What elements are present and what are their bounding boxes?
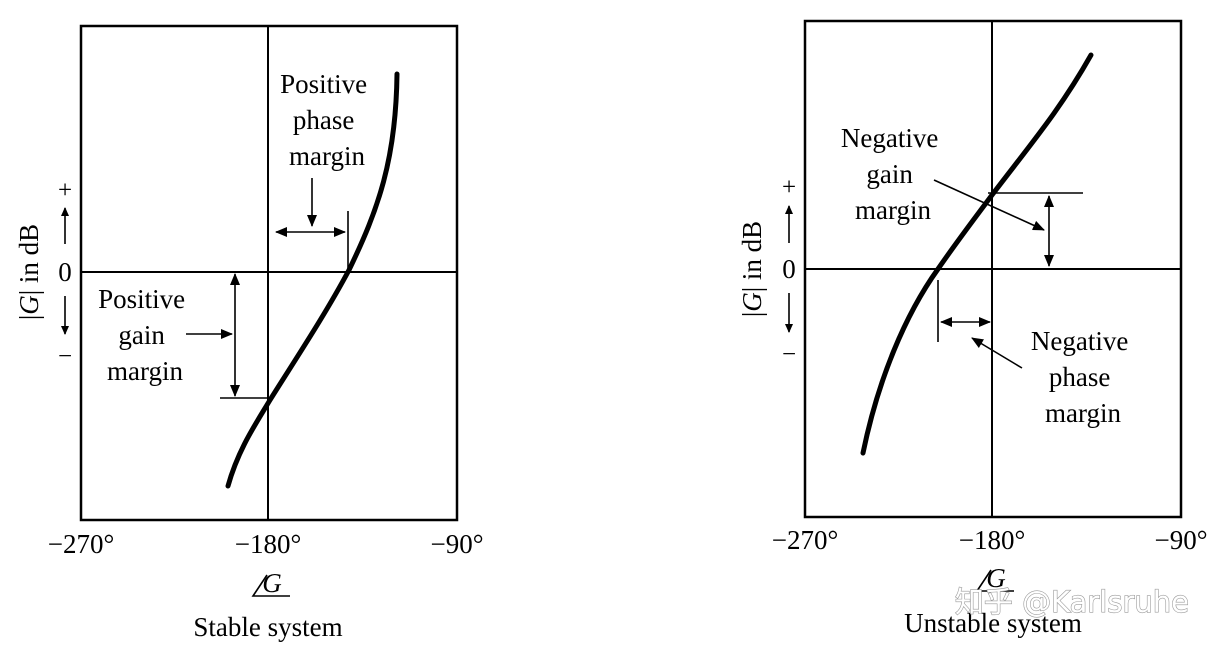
watermark: 知乎 @Karlsruhe — [955, 585, 1189, 619]
panel-caption: Unstable system — [904, 608, 1082, 638]
phase-margin-label: Positive phase margin — [280, 69, 374, 171]
y-zero-label: 0 — [58, 257, 72, 287]
stable-panel: Positive phase margin Positive gain marg… — [14, 24, 484, 642]
nichols-curve — [225, 71, 400, 489]
y-minus-label: − — [782, 341, 796, 368]
y-plus-label: + — [782, 174, 796, 201]
gain-margin-label: Negative gain margin — [841, 123, 945, 225]
x-tick-180: −180° — [959, 525, 1026, 555]
panel-caption: Stable system — [193, 612, 342, 642]
x-tick-180: −180° — [235, 529, 302, 559]
y-zero-label: 0 — [782, 254, 796, 284]
nichols-curve — [860, 52, 1094, 456]
y-plus-label: + — [58, 177, 72, 204]
y-axis-label: |G| in dB — [14, 224, 44, 320]
x-tick-270: −270° — [772, 525, 839, 555]
x-axis-label: G — [262, 568, 282, 598]
gain-margin-pointer — [933, 179, 1045, 231]
x-tick-90: −90° — [430, 529, 483, 559]
phase-margin-pointer — [971, 337, 1023, 369]
x-tick-270: −270° — [48, 529, 115, 559]
angle-symbol — [975, 569, 1014, 592]
phase-margin-label: Negative phase margin — [1031, 326, 1135, 428]
y-axis-label: |G| in dB — [737, 221, 767, 317]
y-minus-label: − — [58, 343, 72, 370]
x-tick-90: −90° — [1154, 525, 1207, 555]
gain-margin-label: Positive gain margin — [98, 284, 192, 386]
x-axis-label: G — [986, 563, 1006, 593]
unstable-panel: Negative gain margin Negative phase marg… — [737, 19, 1208, 638]
angle-symbol — [251, 574, 290, 597]
